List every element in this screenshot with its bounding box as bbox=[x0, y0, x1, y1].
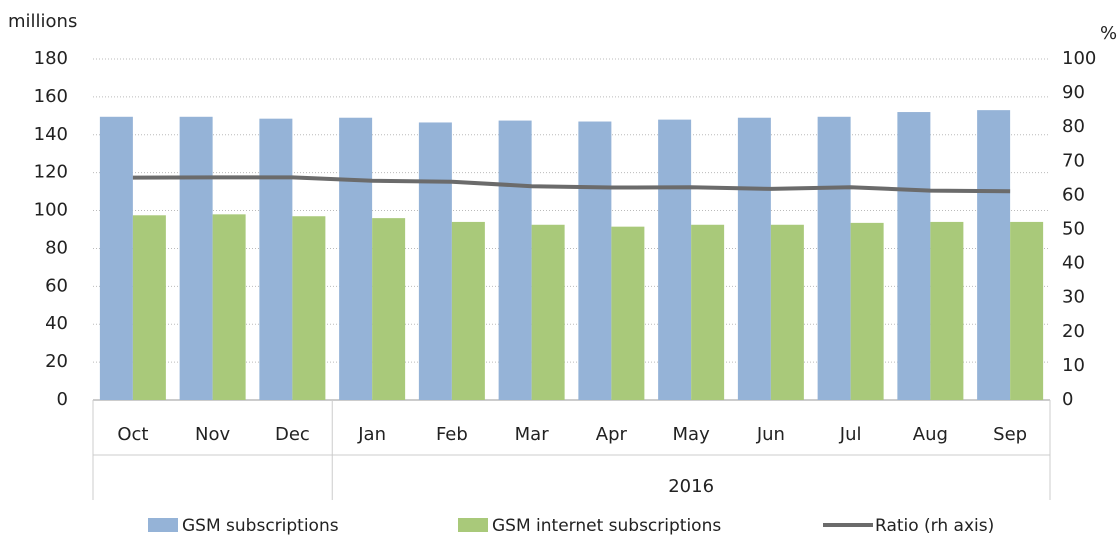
legend-swatch bbox=[458, 518, 488, 532]
y-tick-label: 80 bbox=[45, 237, 68, 258]
bar bbox=[737, 117, 771, 400]
bar bbox=[691, 224, 725, 400]
bar bbox=[1010, 221, 1044, 400]
bar bbox=[770, 224, 804, 400]
y-tick-label: 180 bbox=[34, 48, 68, 69]
y2-tick-label: 90 bbox=[1062, 82, 1085, 103]
x-tick-label: Sep bbox=[993, 424, 1027, 445]
bar bbox=[132, 215, 166, 400]
x-tick-label: Jan bbox=[357, 424, 386, 445]
y-tick-label: 140 bbox=[34, 124, 68, 145]
bar bbox=[531, 224, 565, 400]
y-tick-label: 160 bbox=[34, 86, 68, 107]
bar bbox=[418, 122, 452, 400]
bar bbox=[578, 121, 612, 401]
x-tick-label: Apr bbox=[596, 424, 628, 445]
y-tick-label: 0 bbox=[57, 389, 68, 410]
bar bbox=[977, 110, 1011, 401]
bar bbox=[658, 119, 692, 400]
y-tick-label: 100 bbox=[34, 200, 68, 221]
y2-tick-label: 0 bbox=[1062, 389, 1073, 410]
legend-label: Ratio (rh axis) bbox=[875, 516, 994, 536]
y-tick-label: 60 bbox=[45, 275, 68, 296]
y2-axis-label: % bbox=[1100, 23, 1117, 44]
legend-label: GSM subscriptions bbox=[182, 516, 339, 536]
y-tick-label: 120 bbox=[34, 162, 68, 183]
y2-tick-label: 50 bbox=[1062, 219, 1085, 240]
x-tick-label: Dec bbox=[275, 424, 310, 445]
y-axis-label: millions bbox=[8, 11, 77, 32]
y2-tick-label: 40 bbox=[1062, 253, 1085, 274]
bar bbox=[611, 226, 645, 400]
x-tick-label: Jun bbox=[756, 424, 785, 445]
legend-swatch bbox=[148, 518, 178, 532]
y2-tick-label: 70 bbox=[1062, 150, 1085, 171]
bar bbox=[259, 118, 293, 401]
y2-tick-label: 60 bbox=[1062, 184, 1085, 205]
bar bbox=[451, 221, 485, 400]
bar bbox=[179, 116, 213, 401]
bar bbox=[339, 117, 373, 400]
y2-tick-label: 100 bbox=[1062, 48, 1096, 69]
x-tick-label: Nov bbox=[195, 424, 230, 445]
x-tick-label: May bbox=[673, 424, 711, 445]
x-tick-label: Feb bbox=[436, 424, 468, 445]
group-label: 2016 bbox=[668, 476, 714, 497]
bar bbox=[498, 120, 532, 400]
line-series bbox=[132, 175, 1011, 194]
y-tick-label: 20 bbox=[45, 351, 68, 372]
bar bbox=[99, 116, 133, 401]
x-tick-label: Jul bbox=[839, 424, 862, 445]
y2-tick-label: 20 bbox=[1062, 321, 1085, 342]
bar bbox=[930, 221, 964, 400]
y-tick-label: 40 bbox=[45, 313, 68, 334]
x-tick-label: Aug bbox=[913, 424, 948, 445]
bar bbox=[897, 112, 931, 401]
x-tick-label: Oct bbox=[117, 424, 148, 445]
bar bbox=[372, 218, 406, 400]
y2-tick-label: 80 bbox=[1062, 116, 1085, 137]
x-tick-label: Mar bbox=[515, 424, 550, 445]
bar bbox=[850, 222, 884, 400]
y2-tick-label: 30 bbox=[1062, 287, 1085, 308]
bar bbox=[212, 214, 246, 400]
y2-tick-label: 10 bbox=[1062, 355, 1085, 376]
legend-label: GSM internet subscriptions bbox=[492, 516, 721, 536]
bar bbox=[817, 116, 851, 401]
bar bbox=[292, 216, 326, 400]
